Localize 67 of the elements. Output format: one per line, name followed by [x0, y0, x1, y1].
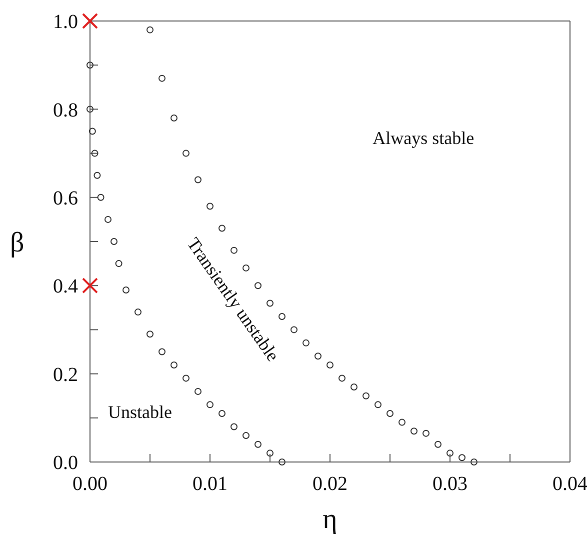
point [410, 428, 418, 435]
point [82, 278, 98, 294]
point [206, 401, 214, 408]
point [434, 440, 442, 448]
point [254, 440, 262, 448]
point [86, 106, 94, 113]
x-tick-label: 0.01 [192, 473, 228, 496]
point [458, 454, 466, 462]
y-tick-label: 0.6 [53, 188, 78, 210]
annotation: Always stable [372, 128, 474, 148]
point [170, 114, 178, 122]
x-tick-label: 0.04 [552, 473, 587, 496]
y-tick-label: 0.0 [53, 452, 78, 474]
point [146, 26, 154, 34]
point [97, 194, 104, 201]
y-tick-label: 0.2 [53, 364, 78, 386]
point [218, 410, 226, 417]
point [86, 62, 94, 69]
x-tick-label: 0.02 [312, 473, 348, 496]
point [314, 352, 322, 360]
point [158, 74, 166, 82]
point [266, 300, 274, 307]
point [422, 430, 430, 437]
annotation: Unstable [108, 402, 172, 422]
point [266, 450, 274, 457]
point [182, 150, 190, 157]
point [82, 13, 98, 29]
point [134, 308, 142, 316]
point [88, 128, 96, 135]
point [290, 326, 298, 334]
point [206, 202, 214, 210]
point [146, 330, 154, 338]
y-tick-label: 0.8 [53, 99, 78, 122]
point [158, 348, 166, 356]
point [122, 286, 130, 294]
point [91, 150, 98, 157]
point [104, 216, 112, 223]
point [110, 238, 118, 245]
point [350, 384, 358, 391]
point [470, 458, 478, 466]
point [194, 176, 202, 184]
x-axis-title: η [322, 504, 338, 535]
y-axis-title: β [10, 227, 24, 258]
point [182, 374, 190, 382]
x-tick-label: 0.00 [72, 473, 108, 496]
point [386, 410, 394, 417]
point [170, 361, 178, 368]
point [278, 458, 286, 466]
point [254, 282, 262, 290]
x-tick-label: 0.03 [432, 473, 468, 496]
point [94, 172, 101, 179]
point [194, 388, 202, 395]
point [398, 418, 406, 426]
point [362, 392, 370, 400]
point [338, 374, 346, 382]
point [242, 264, 250, 272]
point [326, 361, 334, 368]
point [242, 432, 250, 440]
point [218, 224, 226, 232]
point [115, 260, 122, 268]
y-tick-label: 0.4 [53, 276, 78, 298]
point [374, 401, 382, 408]
y-tick-label: 1.0 [53, 11, 78, 34]
point [302, 339, 310, 346]
point [278, 312, 286, 320]
point [446, 450, 454, 457]
point [230, 423, 238, 430]
